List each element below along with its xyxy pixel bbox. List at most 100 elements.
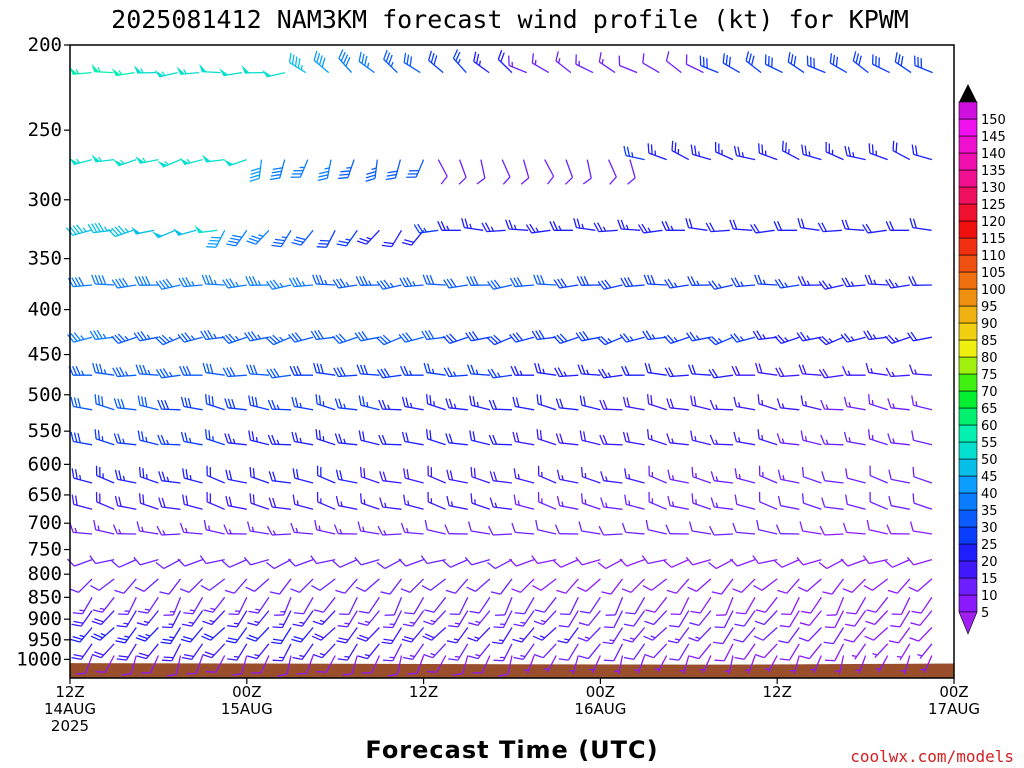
wind-barb [641,555,667,565]
wind-barb [576,276,601,286]
wind-barb [787,52,805,74]
wind-barb [274,597,292,616]
wind-barb [646,429,667,446]
wind-barb [779,610,800,628]
wind-barb [729,558,756,567]
wind-barb [734,643,756,661]
wind-barb [531,53,550,74]
wind-barb [403,52,421,74]
y-tick-label: 350 [28,248,62,270]
colorbar-segment [958,441,978,460]
wind-barb [163,597,182,616]
wind-barb [604,643,624,662]
wind-barb [437,159,448,185]
wind-barb [378,434,402,446]
wind-barb [70,627,93,643]
wind-barb [488,434,513,446]
wind-barb [687,276,711,286]
wind-barb [246,229,270,245]
wind-barb [206,230,226,248]
wind-barb [157,434,181,446]
wind-barb [627,159,636,185]
wind-barb [179,157,203,166]
wind-barb [313,362,336,376]
colorbar-tick-label: 145 [981,130,1006,145]
wind-barb [800,430,822,446]
wind-barb [645,596,668,613]
wind-barb [423,362,446,376]
wind-barb [708,280,734,290]
wind-barb [225,469,247,484]
wind-barb [400,522,424,535]
wind-barb [227,610,248,628]
colorbar-tick-label: 5 [981,606,989,621]
colorbar-tick-label: 150 [981,113,1006,128]
wind-barb [777,495,800,510]
wind-barb [871,54,890,74]
x-tick-label: 17AUG [928,700,980,718]
wind-barb [180,396,203,411]
wind-barb [510,365,535,376]
wind-barb [111,68,135,77]
wind-barb [116,610,137,628]
wind-barb [558,610,579,628]
wind-barb [582,159,592,185]
wind-barb [114,578,137,594]
wind-barb [753,627,778,641]
wind-barb [466,578,491,592]
wind-barb [513,494,535,510]
wind-barb [401,627,425,643]
wind-barb [135,627,159,642]
wind-barb [505,219,529,231]
wind-barb [501,159,511,185]
wind-barb [332,278,358,289]
colorbar-segment [958,271,978,290]
wind-barb [555,51,572,74]
wind-barb [558,643,579,661]
y-tick-label: 800 [28,563,62,585]
wind-barb [376,279,402,290]
colorbar-segment [958,237,978,256]
wind-barb [862,555,888,565]
wind-barb [339,597,358,616]
colorbar-tick-label: 35 [981,504,998,519]
wind-barb [564,159,574,185]
wind-barb [835,655,845,675]
wind-barb [732,522,756,535]
wind-barb [92,596,115,613]
wind-barb [801,493,822,510]
wind-barb [685,54,704,74]
wind-barb [464,556,491,566]
wind-barb [705,222,730,233]
wind-barb [488,399,513,411]
wind-barb [532,578,557,591]
colorbar-segment [958,169,978,188]
wind-barb [442,559,469,568]
wind-barb [589,655,601,674]
wind-barb [774,334,800,345]
wind-barb [160,627,182,645]
wind-barb [71,643,93,661]
wind-barb [840,558,866,567]
wind-barb [310,329,336,341]
wind-barb [578,610,601,626]
wind-barb [136,643,159,660]
wind-barb [402,610,425,627]
wind-barb [576,578,601,592]
wind-barb [913,55,933,74]
wind-barb [852,51,869,74]
wind-barb [288,52,307,74]
wind-barb [843,431,866,446]
wind-barb [520,159,530,185]
y-tick-label: 550 [28,420,62,442]
wind-barb [687,578,712,592]
wind-barb [710,471,734,484]
wind-barb [685,218,708,231]
wind-barb [637,223,663,234]
y-tick-label: 850 [28,586,62,608]
wind-barb [509,277,535,288]
wind-barb [201,274,225,286]
wind-barb [427,492,446,510]
wind-barb [536,429,557,446]
wind-barb [862,223,887,234]
